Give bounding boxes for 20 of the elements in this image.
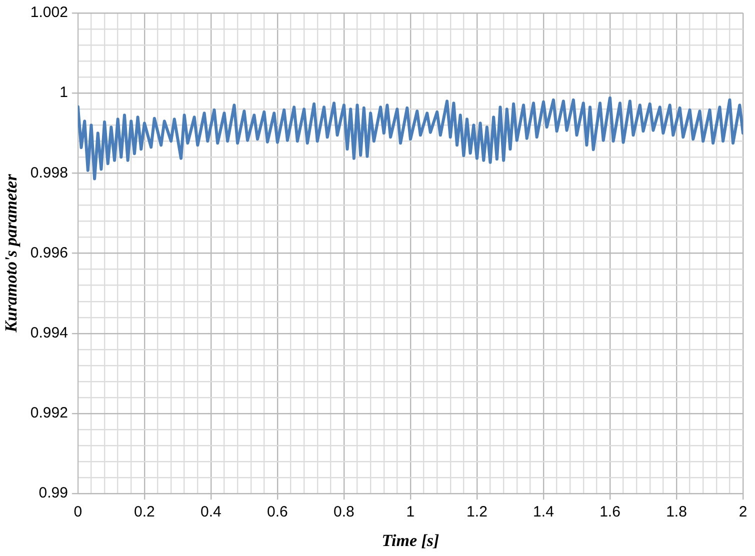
x-tick-label: 2 bbox=[738, 504, 748, 521]
y-tick-label: 1 bbox=[60, 84, 68, 102]
x-tick-label: 1.8 bbox=[666, 504, 687, 521]
y-tick-label: 0.992 bbox=[30, 404, 68, 422]
y-tick-label: 0.998 bbox=[30, 164, 68, 182]
y-axis-title: Kuramoto's parameter bbox=[2, 174, 21, 334]
x-axis-title: Time [s] bbox=[382, 531, 440, 550]
y-tick-label: 0.994 bbox=[30, 324, 68, 342]
x-tick-label: 0 bbox=[74, 504, 82, 521]
x-tick-label: 0.4 bbox=[200, 504, 222, 521]
x-tick-label: 0.2 bbox=[134, 504, 155, 521]
y-tick-label: 0.996 bbox=[30, 244, 68, 262]
y-tick-label: 0.99 bbox=[38, 484, 68, 502]
y-tick-label: 1.002 bbox=[30, 4, 68, 22]
x-tick-label: 1.6 bbox=[600, 504, 620, 521]
x-tick-label: 0.8 bbox=[334, 504, 354, 521]
x-tick-label: 0.6 bbox=[267, 504, 288, 521]
x-tick-label: 1 bbox=[406, 504, 415, 521]
x-tick-label: 1.2 bbox=[466, 504, 488, 521]
x-tick-label: 1.4 bbox=[533, 504, 554, 521]
